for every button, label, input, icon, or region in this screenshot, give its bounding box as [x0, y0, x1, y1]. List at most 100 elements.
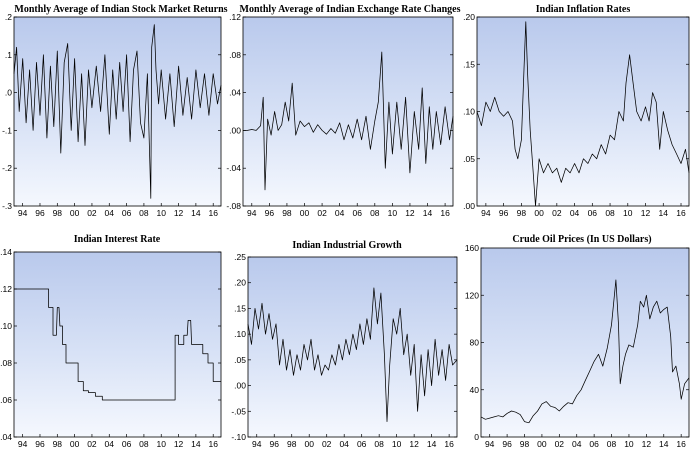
x-tick-label: 08: [139, 208, 149, 218]
x-tick-label: 04: [572, 439, 582, 449]
y-tick-label: 120: [465, 290, 479, 300]
y-tick-label: -.04: [226, 163, 241, 173]
y-tick-label: 40: [470, 385, 480, 395]
y-tick-label: 160: [465, 243, 479, 253]
plot-area: [477, 17, 689, 206]
y-tick-label: .05: [463, 154, 475, 164]
x-tick-label: 94: [18, 208, 28, 218]
x-tick-label: 96: [499, 208, 509, 218]
panel-title: Indian Industrial Growth: [292, 240, 402, 251]
panel-stock-returns: Monthly Average of Indian Stock Market R…: [2, 4, 228, 218]
panel-exchange-rate: Monthly Average of Indian Exchange Rate …: [226, 4, 460, 218]
plot-area: [248, 257, 457, 437]
y-tick-label: 80: [470, 338, 480, 348]
y-tick-label: -.05: [231, 406, 246, 416]
x-tick-label: 00: [70, 439, 80, 449]
x-tick-label: 08: [607, 439, 617, 449]
x-tick-label: 02: [87, 439, 97, 449]
y-tick-label: -.08: [226, 201, 241, 211]
series-line: [247, 287, 458, 422]
x-tick-label: 94: [252, 439, 262, 449]
y-tick-label: .2: [5, 12, 12, 22]
y-tick-label: .15: [463, 59, 475, 69]
y-tick-label: -.2: [2, 163, 12, 173]
y-tick-label: .00: [229, 125, 241, 135]
x-tick-label: 08: [139, 439, 149, 449]
x-tick-label: 16: [208, 439, 218, 449]
x-tick-label: 10: [157, 439, 167, 449]
y-tick-label: -.10: [231, 432, 246, 442]
y-tick-label: .0: [5, 88, 12, 98]
x-tick-label: 14: [659, 208, 669, 218]
x-tick-label: 96: [35, 439, 45, 449]
x-tick-label: 00: [534, 208, 544, 218]
panel-industrial-growth: Indian Industrial Growth .25 .20 .15 .10 .05…: [231, 240, 458, 449]
x-tick-label: 98: [53, 208, 63, 218]
x-tick-label: 02: [552, 208, 562, 218]
plot-area: [14, 252, 221, 437]
y-tick-label: .08: [0, 358, 12, 368]
plot-frame: [13, 251, 222, 438]
series-line: [13, 24, 222, 199]
panel-title: Crude Oil Prices (In US Dollars): [512, 234, 651, 245]
y-tick-label: .15: [234, 303, 246, 313]
x-tick-label: 04: [105, 439, 115, 449]
x-tick-label: 04: [335, 208, 345, 218]
x-tick-label: 06: [589, 439, 599, 449]
plot-frame: [247, 256, 458, 438]
x-tick-label: 12: [405, 208, 415, 218]
x-tick-label: 96: [265, 208, 275, 218]
panel-inflation: Indian Inflation Rates .20 .15 .10 .05 .00 94…: [463, 4, 690, 218]
plot-area: [14, 17, 221, 206]
x-tick-label: 16: [444, 439, 454, 449]
x-tick-label: 14: [191, 208, 201, 218]
x-tick-label: 14: [659, 439, 669, 449]
plot-area: [243, 17, 453, 206]
x-tick-label: 12: [409, 439, 419, 449]
x-tick-label: 08: [374, 439, 384, 449]
x-tick-label: 12: [174, 439, 184, 449]
x-tick-label: 00: [300, 208, 310, 218]
x-tick-label: 06: [588, 208, 598, 218]
x-tick-label: 14: [423, 208, 433, 218]
series-line: [14, 288, 221, 401]
x-tick-label: 02: [555, 439, 565, 449]
x-tick-label: 14: [427, 439, 437, 449]
y-tick-label: .1: [5, 50, 12, 60]
y-tick-label: .04: [0, 432, 12, 442]
x-tick-label: 94: [18, 439, 28, 449]
x-tick-label: 98: [520, 439, 530, 449]
x-tick-label: 00: [304, 439, 314, 449]
x-tick-label: 02: [87, 208, 97, 218]
x-tick-label: 96: [502, 439, 512, 449]
panel-title: Indian Inflation Rates: [536, 4, 631, 15]
series-line: [476, 21, 690, 207]
y-tick-label: .06: [0, 395, 12, 405]
x-tick-label: 96: [269, 439, 279, 449]
x-tick-label: 10: [388, 208, 398, 218]
y-tick-label: .00: [234, 381, 246, 391]
panel-title: Monthly Average of Indian Exchange Rate …: [240, 4, 461, 15]
x-tick-label: 06: [122, 208, 132, 218]
x-tick-label: 94: [247, 208, 257, 218]
y-tick-label: .12: [229, 12, 241, 22]
x-tick-label: 00: [70, 208, 80, 218]
x-tick-label: 98: [282, 208, 292, 218]
x-tick-label: 16: [676, 208, 686, 218]
x-tick-label: 10: [392, 439, 402, 449]
x-tick-label: 98: [53, 439, 63, 449]
x-tick-label: 04: [570, 208, 580, 218]
y-tick-label: .20: [463, 12, 475, 22]
x-tick-label: 06: [352, 208, 362, 218]
x-tick-label: 12: [642, 439, 652, 449]
x-tick-label: 98: [287, 439, 297, 449]
panel-title: Indian Interest Rate: [74, 234, 161, 245]
x-tick-label: 96: [35, 208, 45, 218]
panel-interest-rate: Indian Interest Rate .14 .12 .10 .08 .06 .04 9…: [0, 234, 222, 449]
panel-crude-oil: Crude Oil Prices (In US Dollars) 1601208…: [465, 234, 690, 449]
series-line: [480, 279, 690, 424]
y-tick-label: .05: [234, 355, 246, 365]
x-tick-label: 00: [537, 439, 547, 449]
plot-frame: [242, 16, 454, 207]
